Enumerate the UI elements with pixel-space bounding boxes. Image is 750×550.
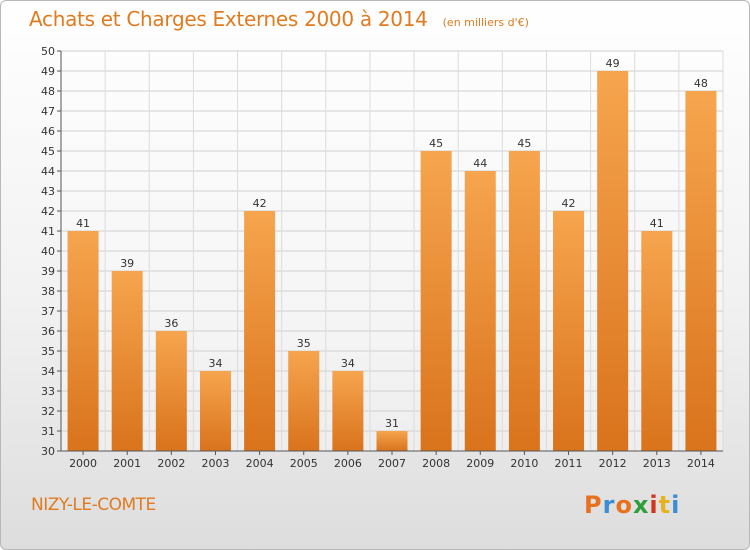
y-tick-label: 45	[41, 145, 55, 158]
bar-2005	[288, 351, 320, 451]
x-tick-label: 2007	[378, 457, 406, 470]
data-label: 45	[429, 137, 443, 150]
bar-2012	[597, 71, 629, 451]
logo-letter: r	[602, 491, 616, 519]
x-tick-label: 2001	[113, 457, 141, 470]
x-tick-label: 2006	[334, 457, 362, 470]
x-tick-label: 2008	[422, 457, 450, 470]
data-label: 42	[562, 197, 576, 210]
y-tick-label: 48	[41, 85, 55, 98]
x-tick-label: 2009	[466, 457, 494, 470]
bar-2002	[155, 331, 187, 451]
x-tick-label: 2003	[201, 457, 229, 470]
y-tick-label: 37	[41, 305, 55, 318]
bar-2007	[376, 431, 408, 451]
data-label: 41	[650, 217, 664, 230]
x-tick-label: 2000	[69, 457, 97, 470]
data-label: 31	[385, 417, 399, 430]
x-tick-label: 2005	[290, 457, 318, 470]
data-label: 34	[208, 357, 222, 370]
x-tick-label: 2002	[157, 457, 185, 470]
data-label: 45	[517, 137, 531, 150]
x-tick-label: 2011	[555, 457, 583, 470]
data-label: 48	[694, 77, 708, 90]
logo-letter: o	[615, 491, 633, 519]
axes: 30 31 32 33 34 35 36 37 38 39 40 41 42 43 44 45 46 47 48 49…	[41, 45, 723, 470]
y-tick-label: 50	[41, 45, 55, 58]
bar-2013	[641, 231, 673, 451]
x-tick-label: 2012	[599, 457, 627, 470]
y-tick-label: 35	[41, 345, 55, 358]
y-tick-label: 31	[41, 425, 55, 438]
data-label: 41	[76, 217, 90, 230]
logo-letter: x	[632, 491, 650, 519]
y-tick-label: 38	[41, 285, 55, 298]
data-label: 49	[606, 57, 620, 70]
data-label: 34	[341, 357, 355, 370]
y-tick-label: 42	[41, 205, 55, 218]
logo-letter: i	[671, 491, 681, 519]
data-label: 44	[473, 157, 487, 170]
y-tick-label: 49	[41, 65, 55, 78]
y-tick-label: 46	[41, 125, 55, 138]
labels: 41 39 36 34 42 35 34 31 45 44 45 42 49 41 48	[76, 57, 708, 430]
y-tick-label: 40	[41, 245, 55, 258]
bar-2001	[111, 271, 143, 451]
bar-2004	[244, 211, 276, 451]
data-label: 35	[297, 337, 311, 350]
data-label: 42	[253, 197, 267, 210]
x-tick-label: 2010	[510, 457, 538, 470]
logo-letter: P	[584, 491, 603, 519]
y-tick-label: 44	[41, 165, 55, 178]
y-tick-label: 39	[41, 265, 55, 278]
bar-2011	[553, 211, 585, 451]
y-tick-label: 34	[41, 365, 55, 378]
x-tick-label: 2004	[246, 457, 274, 470]
data-label: 36	[164, 317, 178, 330]
chart-title: Achats et Charges Externes 2000 à 2014	[29, 7, 428, 31]
x-tick-label: 2014	[687, 457, 715, 470]
y-tick-label: 47	[41, 105, 55, 118]
y-tick-label: 41	[41, 225, 55, 238]
bar-2010	[508, 151, 540, 451]
bar-2008	[420, 151, 452, 451]
logo-letter: i	[649, 491, 659, 519]
proxiti-logo: Proxiti	[584, 491, 680, 519]
chart-subtitle: (en milliers d'€)	[442, 16, 529, 29]
data-label: 39	[120, 257, 134, 270]
title-row: Achats et Charges Externes 2000 à 2014 (…	[29, 7, 529, 31]
place-name: NIZY-LE-COMTE	[31, 495, 156, 515]
y-tick-label: 36	[41, 325, 55, 338]
bar-2006	[332, 371, 364, 451]
x-tick-label: 2013	[643, 457, 671, 470]
bar-2009	[464, 171, 496, 451]
bar-2003	[199, 371, 231, 451]
y-tick-label: 33	[41, 385, 55, 398]
y-tick-label: 43	[41, 185, 55, 198]
logo-letter: t	[658, 491, 672, 519]
bar-2000	[67, 231, 99, 451]
bars	[67, 71, 717, 451]
bar-2014	[685, 91, 717, 451]
y-tick-label: 30	[41, 445, 55, 458]
y-tick-label: 32	[41, 405, 55, 418]
